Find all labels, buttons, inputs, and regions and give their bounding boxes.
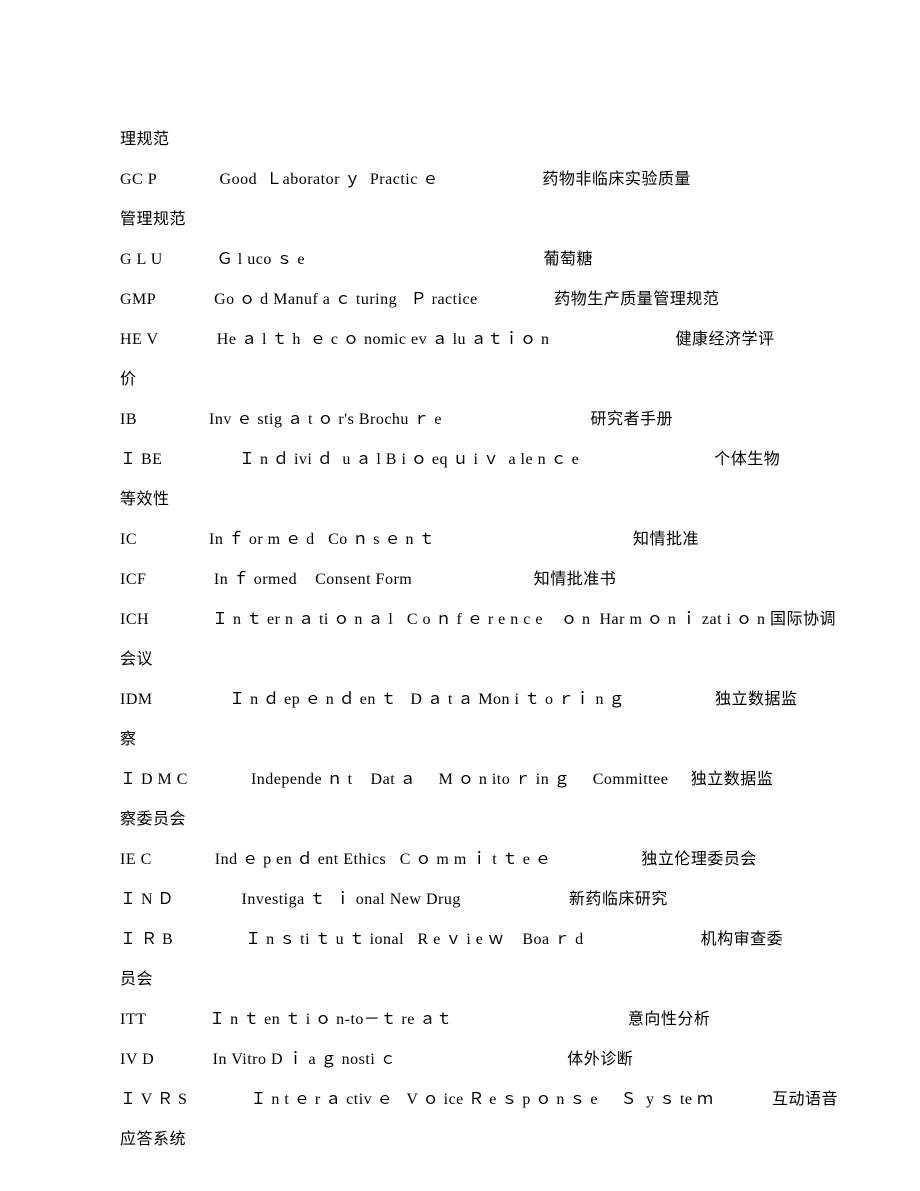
text-line: 等效性 bbox=[120, 480, 805, 520]
text-line: IE C Ind ｅ p en ｄ ent Ethics C ｏ m m ｉ t… bbox=[120, 840, 805, 880]
text-line: GMP Go ｏ d Manuf a ｃ turing Ｐ ractice 药物… bbox=[120, 280, 805, 320]
text-line: HE V He ａ l ｔ h ｅ c ｏ nomic ev ａ lu ａｔｉｏ… bbox=[120, 320, 805, 360]
text-line: IC In ｆ or m ｅ d Co ｎ s ｅ n ｔ 知情批准 bbox=[120, 520, 805, 560]
text-line: IB Inv ｅ stig ａ t ｏ r's Brochu ｒ e 研究者手册 bbox=[120, 400, 805, 440]
text-line: GC P Good Ｌaborator ｙ Practic ｅ 药物非临床实验质… bbox=[120, 160, 805, 200]
text-line: IDM Ｉ n ｄ ep ｅ n ｄ en ｔ D ａ t ａ Mon i ｔ … bbox=[120, 680, 805, 720]
document-content: 理规范 GC P Good Ｌaborator ｙ Practic ｅ 药物非临… bbox=[120, 120, 805, 1160]
text-line: 察委员会 bbox=[120, 800, 805, 840]
text-line: G L U Ｇ l uco ｓ e 葡萄糖 bbox=[120, 240, 805, 280]
text-line: 价 bbox=[120, 360, 805, 400]
text-line: 会议 bbox=[120, 640, 805, 680]
text-line: ITT Ｉ n ｔ en ｔ i ｏ n-to－ｔ re ａｔ 意向性分析 bbox=[120, 1000, 805, 1040]
text-line: Ｉ N Ｄ Investiga ｔ ｉ onal New Drug 新药临床研究 bbox=[120, 880, 805, 920]
text-line: Ｉ BE Ｉ n ｄ ivi ｄ u ａ l B i ｏ eq ｕ i ｖ a … bbox=[120, 440, 805, 480]
text-line: 员会 bbox=[120, 960, 805, 1000]
text-line: ICH Ｉ n ｔ er n ａ ti ｏ n ａ l C o ｎ f ｅ r … bbox=[120, 600, 805, 640]
text-line: 察 bbox=[120, 720, 805, 760]
text-line: Ｉ Ｒ B Ｉ n ｓ ti ｔ u ｔ ional R e ｖ i e ｗ B… bbox=[120, 920, 805, 960]
text-line: IV D In Vitro D ｉ a ｇ nosti ｃ 体外诊断 bbox=[120, 1040, 805, 1080]
text-line: Ｉ V Ｒ S Ｉ n t ｅ r ａ ctiv ｅ V ｏ ice Ｒ e ｓ… bbox=[120, 1080, 805, 1120]
text-line: ICF In ｆ ormed Consent Form 知情批准书 bbox=[120, 560, 805, 600]
text-line: 理规范 bbox=[120, 120, 805, 160]
text-line: 应答系统 bbox=[120, 1120, 805, 1160]
text-line: 管理规范 bbox=[120, 200, 805, 240]
text-line: Ｉ D M C Independe ｎ t Dat ａ M ｏ n ito ｒ … bbox=[120, 760, 805, 800]
